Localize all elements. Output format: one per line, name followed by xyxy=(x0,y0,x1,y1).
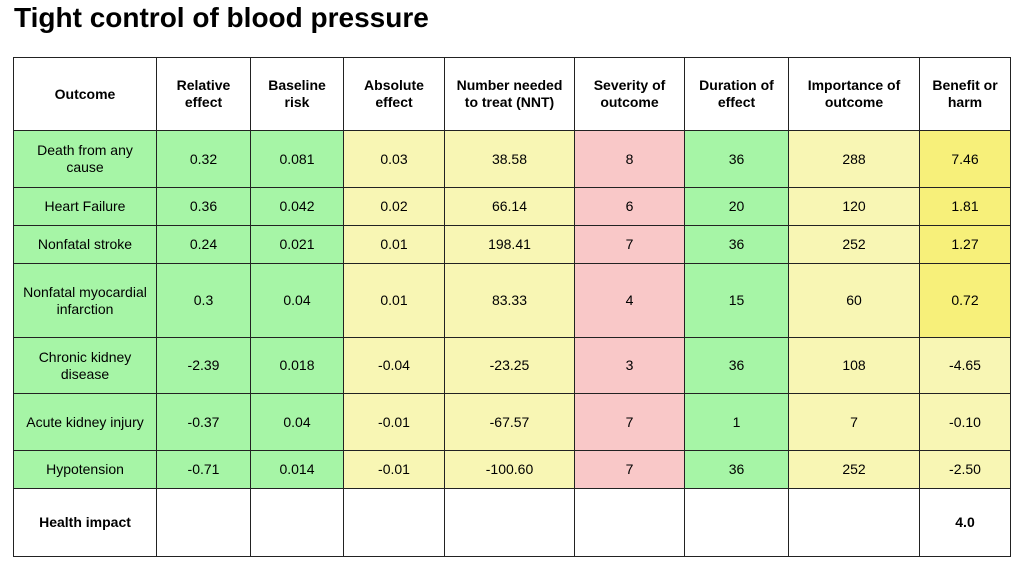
cell-relative: -0.37 xyxy=(156,393,251,451)
cell-outcome: Heart Failure xyxy=(13,187,157,226)
cell-nnt: -23.25 xyxy=(444,337,575,394)
cell-duration: 36 xyxy=(684,130,789,188)
cell-importance: 252 xyxy=(788,225,920,264)
cell-benefit: 1.81 xyxy=(919,187,1011,226)
empty-cell xyxy=(250,488,344,557)
cell-severity: 7 xyxy=(574,450,685,489)
cell-severity: 3 xyxy=(574,337,685,394)
cell-benefit: -2.50 xyxy=(919,450,1011,489)
header-relative-effect: Relative effect xyxy=(156,57,251,131)
cell-nnt: 83.33 xyxy=(444,263,575,338)
cell-duration: 20 xyxy=(684,187,789,226)
table-row: Heart Failure 0.36 0.042 0.02 66.14 6 20… xyxy=(13,187,1011,226)
cell-severity: 6 xyxy=(574,187,685,226)
header-nnt: Number needed to treat (NNT) xyxy=(444,57,575,131)
cell-outcome: Hypotension xyxy=(13,450,157,489)
cell-relative: 0.3 xyxy=(156,263,251,338)
cell-relative: 0.36 xyxy=(156,187,251,226)
cell-outcome: Death from any cause xyxy=(13,130,157,188)
header-severity: Severity of outcome xyxy=(574,57,685,131)
cell-absolute: -0.04 xyxy=(343,337,445,394)
empty-cell xyxy=(343,488,445,557)
header-outcome: Outcome xyxy=(13,57,157,131)
cell-baseline: 0.04 xyxy=(250,393,344,451)
cell-severity: 7 xyxy=(574,225,685,264)
header-importance: Importance of outcome xyxy=(788,57,920,131)
cell-importance: 288 xyxy=(788,130,920,188)
empty-cell xyxy=(788,488,920,557)
cell-baseline: 0.018 xyxy=(250,337,344,394)
cell-absolute: 0.01 xyxy=(343,225,445,264)
cell-baseline: 0.042 xyxy=(250,187,344,226)
cell-nnt: 66.14 xyxy=(444,187,575,226)
health-impact-row: Health impact 4.0 xyxy=(13,488,1011,557)
cell-outcome: Chronic kidney disease xyxy=(13,337,157,394)
cell-baseline: 0.014 xyxy=(250,450,344,489)
cell-benefit: -4.65 xyxy=(919,337,1011,394)
cell-relative: 0.24 xyxy=(156,225,251,264)
cell-duration: 36 xyxy=(684,450,789,489)
cell-relative: 0.32 xyxy=(156,130,251,188)
table-row: Nonfatal stroke 0.24 0.021 0.01 198.41 7… xyxy=(13,225,1011,264)
cell-outcome: Nonfatal myocardial infarction xyxy=(13,263,157,338)
cell-severity: 7 xyxy=(574,393,685,451)
table-row: Hypotension -0.71 0.014 -0.01 -100.60 7 … xyxy=(13,450,1011,489)
cell-absolute: -0.01 xyxy=(343,450,445,489)
page-title: Tight control of blood pressure xyxy=(14,2,429,33)
cell-benefit: 0.72 xyxy=(919,263,1011,338)
cell-absolute: 0.03 xyxy=(343,130,445,188)
header-benefit: Benefit or harm xyxy=(919,57,1011,131)
header-duration: Duration of effect xyxy=(684,57,789,131)
cell-outcome: Nonfatal stroke xyxy=(13,225,157,264)
cell-nnt: 38.58 xyxy=(444,130,575,188)
cell-baseline: 0.04 xyxy=(250,263,344,338)
cell-importance: 120 xyxy=(788,187,920,226)
cell-relative: -2.39 xyxy=(156,337,251,394)
outcome-table: Outcome Relative effect Baseline risk Ab… xyxy=(13,57,1011,557)
health-impact-value: 4.0 xyxy=(919,488,1011,557)
cell-duration: 15 xyxy=(684,263,789,338)
empty-cell xyxy=(156,488,251,557)
cell-duration: 36 xyxy=(684,225,789,264)
cell-nnt: -67.57 xyxy=(444,393,575,451)
header-absolute-effect: Absolute effect xyxy=(343,57,445,131)
cell-importance: 252 xyxy=(788,450,920,489)
cell-importance: 60 xyxy=(788,263,920,338)
cell-severity: 8 xyxy=(574,130,685,188)
cell-relative: -0.71 xyxy=(156,450,251,489)
header-baseline-risk: Baseline risk xyxy=(250,57,344,131)
table-row: Death from any cause 0.32 0.081 0.03 38.… xyxy=(13,130,1011,188)
cell-nnt: -100.60 xyxy=(444,450,575,489)
cell-absolute: 0.02 xyxy=(343,187,445,226)
cell-importance: 108 xyxy=(788,337,920,394)
cell-duration: 1 xyxy=(684,393,789,451)
cell-duration: 36 xyxy=(684,337,789,394)
cell-absolute: -0.01 xyxy=(343,393,445,451)
health-impact-label: Health impact xyxy=(13,488,157,557)
empty-cell xyxy=(684,488,789,557)
cell-benefit: 7.46 xyxy=(919,130,1011,188)
cell-absolute: 0.01 xyxy=(343,263,445,338)
cell-severity: 4 xyxy=(574,263,685,338)
cell-benefit: -0.10 xyxy=(919,393,1011,451)
empty-cell xyxy=(574,488,685,557)
cell-nnt: 198.41 xyxy=(444,225,575,264)
cell-baseline: 0.021 xyxy=(250,225,344,264)
table-row: Nonfatal myocardial infarction 0.3 0.04 … xyxy=(13,263,1011,338)
cell-benefit: 1.27 xyxy=(919,225,1011,264)
cell-outcome: Acute kidney injury xyxy=(13,393,157,451)
cell-baseline: 0.081 xyxy=(250,130,344,188)
header-row: Outcome Relative effect Baseline risk Ab… xyxy=(13,57,1011,131)
table-row: Acute kidney injury -0.37 0.04 -0.01 -67… xyxy=(13,393,1011,451)
cell-importance: 7 xyxy=(788,393,920,451)
table-row: Chronic kidney disease -2.39 0.018 -0.04… xyxy=(13,337,1011,394)
empty-cell xyxy=(444,488,575,557)
